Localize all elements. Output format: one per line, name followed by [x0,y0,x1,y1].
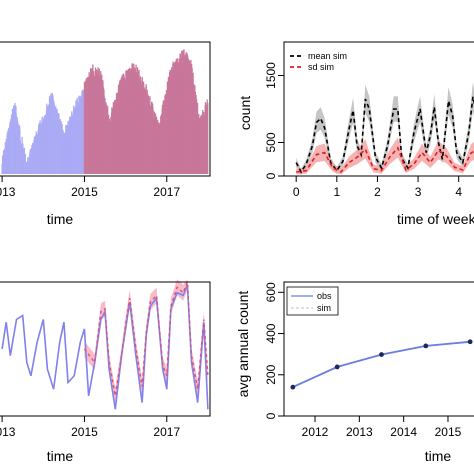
x-tick-label: 3 [415,185,422,199]
y-tick-label: 0 [264,172,278,179]
panel-4-legend: obs sim [286,286,339,316]
x-tick-label: 2015 [71,425,98,439]
panel-4-x-ticks: 2012 2013 2014 2015 [302,416,462,439]
panel-4-y-ticks: 0 200 400 600 [264,282,284,419]
x-tick-label: 2013 [0,425,16,439]
x-tick-label: 2015 [435,425,462,439]
series-line [83,281,209,397]
panel-1-bars [1,49,209,174]
series-line [292,340,471,388]
panel-4-y-label: avg annual count [235,291,251,398]
x-tick-label: 4 [455,185,462,199]
series-line [296,146,474,173]
panel-1: 2013 2015 2017 time [0,41,211,227]
y-tick-label: 600 [264,282,278,302]
series-line [295,96,474,174]
x-tick-label: 2017 [153,185,180,199]
x-tick-label: 1 [333,185,340,199]
y-tick-label: 500 [264,132,278,152]
legend-sim-label: sim [317,303,331,313]
y-tick-label: 400 [264,323,278,343]
x-tick-label: 2013 [0,185,16,199]
panel-2-y-label: count [237,96,253,130]
panel-2-x-label: time of week [397,211,474,227]
panel-2: 0 1 2 3 4 0 500 1500 time of week count mean s… [237,41,474,227]
panel-2-frame [283,41,474,177]
panel-4-lines [290,339,473,390]
panel-2-lines [295,82,474,176]
panel-2-y-ticks: 0 500 1500 [264,62,284,179]
legend-obs-label: obs [317,291,332,301]
panel-3-x-label: time [47,448,74,464]
y-tick-label: 0 [264,412,278,419]
x-tick-label: 2014 [390,425,417,439]
panel-3-lines [1,279,209,410]
x-tick-label: 0 [293,185,300,199]
panel-1-x-ticks: 2013 2015 2017 [0,176,180,199]
panel-1-x-label: time [47,211,74,227]
panel-3-x-ticks: 2013 2015 2017 [0,416,180,439]
panel-1-frame [0,41,211,177]
series-line [292,340,471,388]
obs-point [423,343,429,349]
x-tick-label: 2 [374,185,381,199]
series-line [1,284,209,410]
panel-4-frame [283,281,474,417]
panel-4-x-label: time [425,448,452,464]
obs-point [334,364,340,370]
legend-sd-sim-label: sd sim [308,62,334,72]
obs-point [379,352,384,357]
x-tick-label: 2015 [71,185,98,199]
panel-4-legend-box [286,286,339,316]
x-tick-label: 2017 [153,425,180,439]
obs-point [467,339,473,345]
panel-2-x-ticks: 0 1 2 3 4 [293,176,462,199]
y-tick-label: 200 [264,364,278,384]
legend-mean-sim-label: mean sim [308,51,347,61]
panel-4: 2012 2013 2014 2015 0 200 400 600 time avg ann… [235,281,474,464]
x-tick-label: 2013 [346,425,373,439]
x-tick-label: 2012 [302,425,329,439]
sd-sim-band [296,137,474,175]
panel-2-legend: mean sim sd sim [290,51,347,72]
y-tick-label: 1500 [264,62,278,89]
obs-point [290,384,296,390]
panel-3: 2013 2015 2017 time [0,279,211,464]
panel-3-frame [0,281,211,417]
